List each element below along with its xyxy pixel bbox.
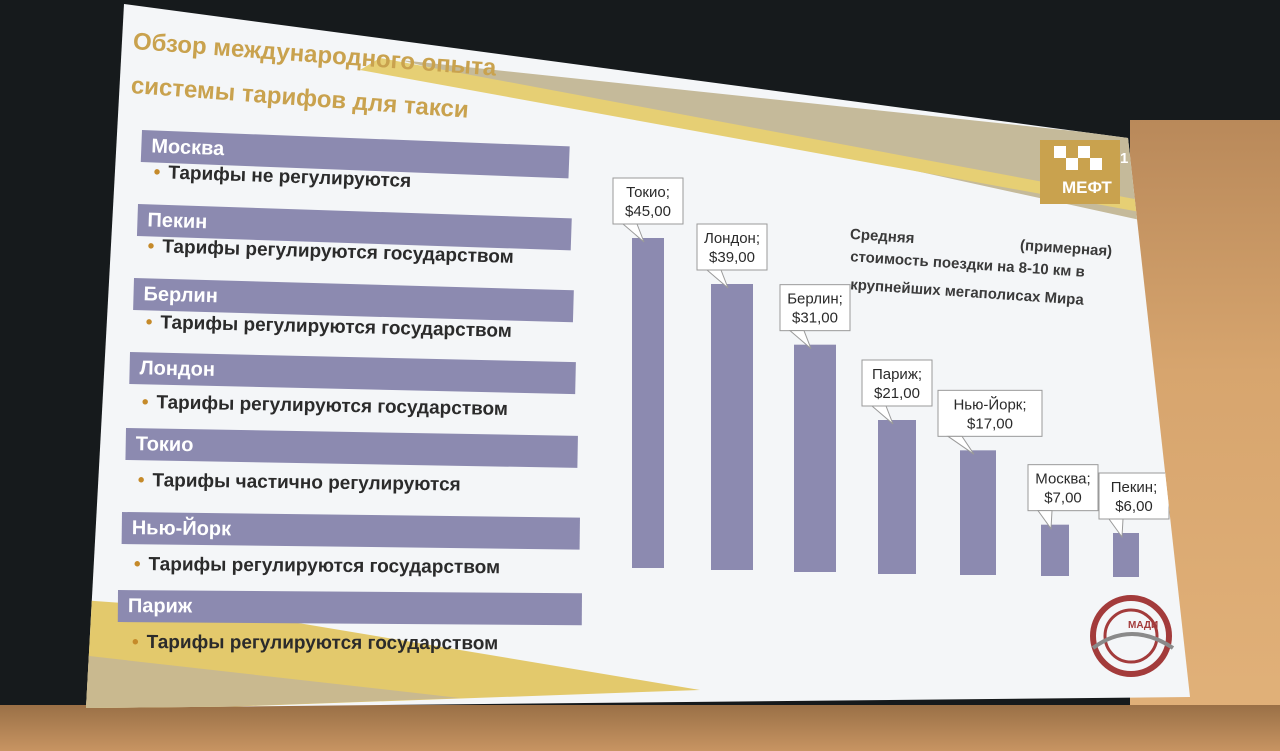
bar-6 [1041,524,1069,576]
category-label: Москва; [1035,471,1090,488]
value-label: $21,00 [874,385,920,402]
value-label: $7,00 [1044,490,1082,507]
callout-pointer [870,405,894,425]
callout-box [612,177,684,225]
floor [0,705,1280,751]
callout-pointer [1037,510,1053,531]
bar-4 [878,420,916,574]
callout-pointer [621,223,645,243]
callout-pointer [946,435,975,455]
callout-box [1027,464,1099,512]
category-label: Париж; [872,366,922,383]
value-label: $6,00 [1115,498,1153,515]
category-label: Лондон; [704,230,760,247]
meft-logo-text: МЕФТ [1062,178,1112,197]
bar-5 [960,450,996,575]
meft-logo [1040,140,1120,204]
bottom-corner [86,655,460,708]
bar-3 [794,344,836,572]
category-label: Пекин; [1111,479,1158,496]
callout-pointer [788,330,812,350]
category-label: Нью-Йорк; [953,395,1026,413]
value-label: $39,00 [709,249,755,266]
bar-7 [1113,533,1139,577]
value-label: $17,00 [967,415,1013,432]
bar-2 [711,284,753,570]
top-stripe [360,58,1140,212]
madi-label: МАДИ [1128,620,1159,631]
callout-pointer [1108,518,1124,539]
value-label: $31,00 [792,310,838,327]
callout-box [696,223,768,271]
callout-pointer [705,269,729,289]
callout-box [937,389,1043,437]
callout-box [779,284,851,332]
bar-1 [632,238,664,568]
madi-logo [1090,595,1175,677]
taxi-checker-icon [1054,146,1102,170]
callout-box [861,359,933,407]
category-label: Токио; [626,184,670,201]
page-number: 1 [1120,150,1129,167]
value-label: $45,00 [625,203,671,220]
category-label: Берлин; [787,291,843,308]
